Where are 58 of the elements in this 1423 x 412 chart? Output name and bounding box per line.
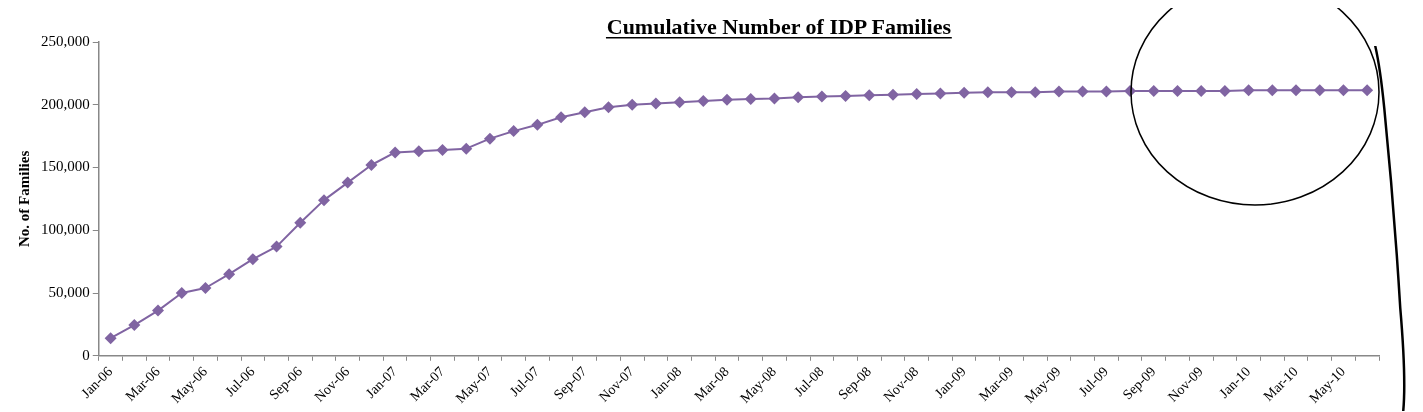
point — [175, 287, 188, 300]
point — [886, 88, 899, 101]
point — [1266, 84, 1279, 97]
point — [555, 111, 568, 124]
point — [270, 240, 283, 253]
point — [436, 143, 449, 156]
point — [602, 101, 615, 114]
point — [483, 132, 496, 145]
point — [104, 332, 117, 345]
point — [721, 93, 734, 106]
point — [839, 89, 852, 102]
point — [1052, 85, 1065, 98]
point — [1029, 86, 1042, 99]
y-tick-label: 100,000 — [41, 221, 90, 238]
point — [365, 159, 378, 171]
point — [910, 88, 923, 101]
point — [578, 106, 591, 119]
point — [341, 176, 354, 189]
point — [626, 98, 639, 111]
point — [1361, 84, 1374, 97]
point — [697, 94, 710, 107]
point — [128, 319, 141, 332]
point — [1005, 86, 1018, 99]
y-tick-label: 0 — [82, 346, 90, 363]
point — [934, 87, 947, 100]
point — [768, 92, 781, 105]
point — [649, 97, 662, 110]
point — [1076, 85, 1089, 98]
y-tick-label: 150,000 — [41, 158, 90, 175]
point — [1171, 84, 1184, 97]
point — [792, 91, 805, 104]
point — [981, 86, 994, 99]
point — [744, 93, 757, 106]
point — [673, 96, 686, 109]
point — [958, 86, 971, 99]
point — [1313, 84, 1326, 97]
point — [317, 194, 330, 207]
point — [1337, 84, 1350, 97]
point — [152, 304, 165, 317]
point — [389, 146, 402, 159]
point — [863, 89, 876, 102]
point — [1100, 85, 1113, 98]
point — [199, 282, 212, 294]
point — [246, 253, 259, 266]
point — [294, 216, 307, 229]
point — [815, 90, 828, 103]
point — [507, 125, 520, 138]
point — [531, 118, 544, 131]
y-tick-label: 50,000 — [48, 283, 90, 300]
y-axis-title: No. of Families — [15, 150, 32, 248]
point — [460, 142, 473, 155]
point — [412, 145, 425, 158]
point — [223, 268, 236, 281]
y-tick-label: 200,000 — [41, 95, 90, 112]
point — [1290, 84, 1303, 97]
point — [1242, 84, 1255, 97]
y-tick-label: 250,000 — [41, 32, 90, 49]
chart-title: Cumulative Number of IDP Families — [606, 14, 952, 39]
